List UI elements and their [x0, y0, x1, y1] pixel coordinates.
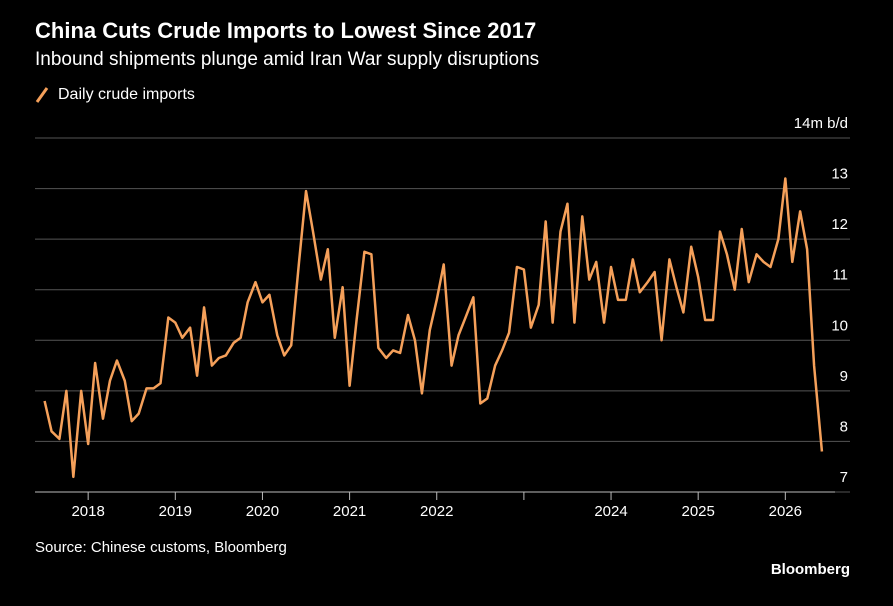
x-tick-label: 2025 — [681, 503, 714, 520]
chart-title: China Cuts Crude Imports to Lowest Since… — [35, 18, 536, 43]
y-tick-label: 13 — [831, 166, 848, 183]
x-tick-label: 2021 — [333, 503, 366, 520]
x-tick-label: 2026 — [769, 503, 802, 520]
brand: Bloomberg — [771, 561, 850, 578]
y-tick-label: 8 — [840, 418, 848, 435]
x-tick-label: 2020 — [246, 503, 279, 520]
x-tick-label: 2018 — [71, 503, 104, 520]
legend-label: Daily crude imports — [58, 86, 195, 103]
y-tick-label: 9 — [840, 368, 848, 385]
x-tick-label: 2019 — [159, 503, 192, 520]
y-tick-label: 11 — [832, 267, 848, 284]
y-tick-label: 10 — [831, 317, 848, 334]
data-line — [43, 177, 824, 479]
chart-subtitle: Inbound shipments plunge amid Iran War s… — [35, 49, 539, 70]
source: Source: Chinese customs, Bloomberg — [35, 539, 287, 556]
y-tick-label: 14m b/d — [794, 115, 848, 132]
legend-swatch — [35, 87, 49, 103]
x-tick-label: 2024 — [594, 503, 627, 520]
y-tick-label: 12 — [831, 216, 848, 233]
y-tick-label: 7 — [840, 469, 848, 486]
x-tick-label: 2022 — [420, 503, 453, 520]
